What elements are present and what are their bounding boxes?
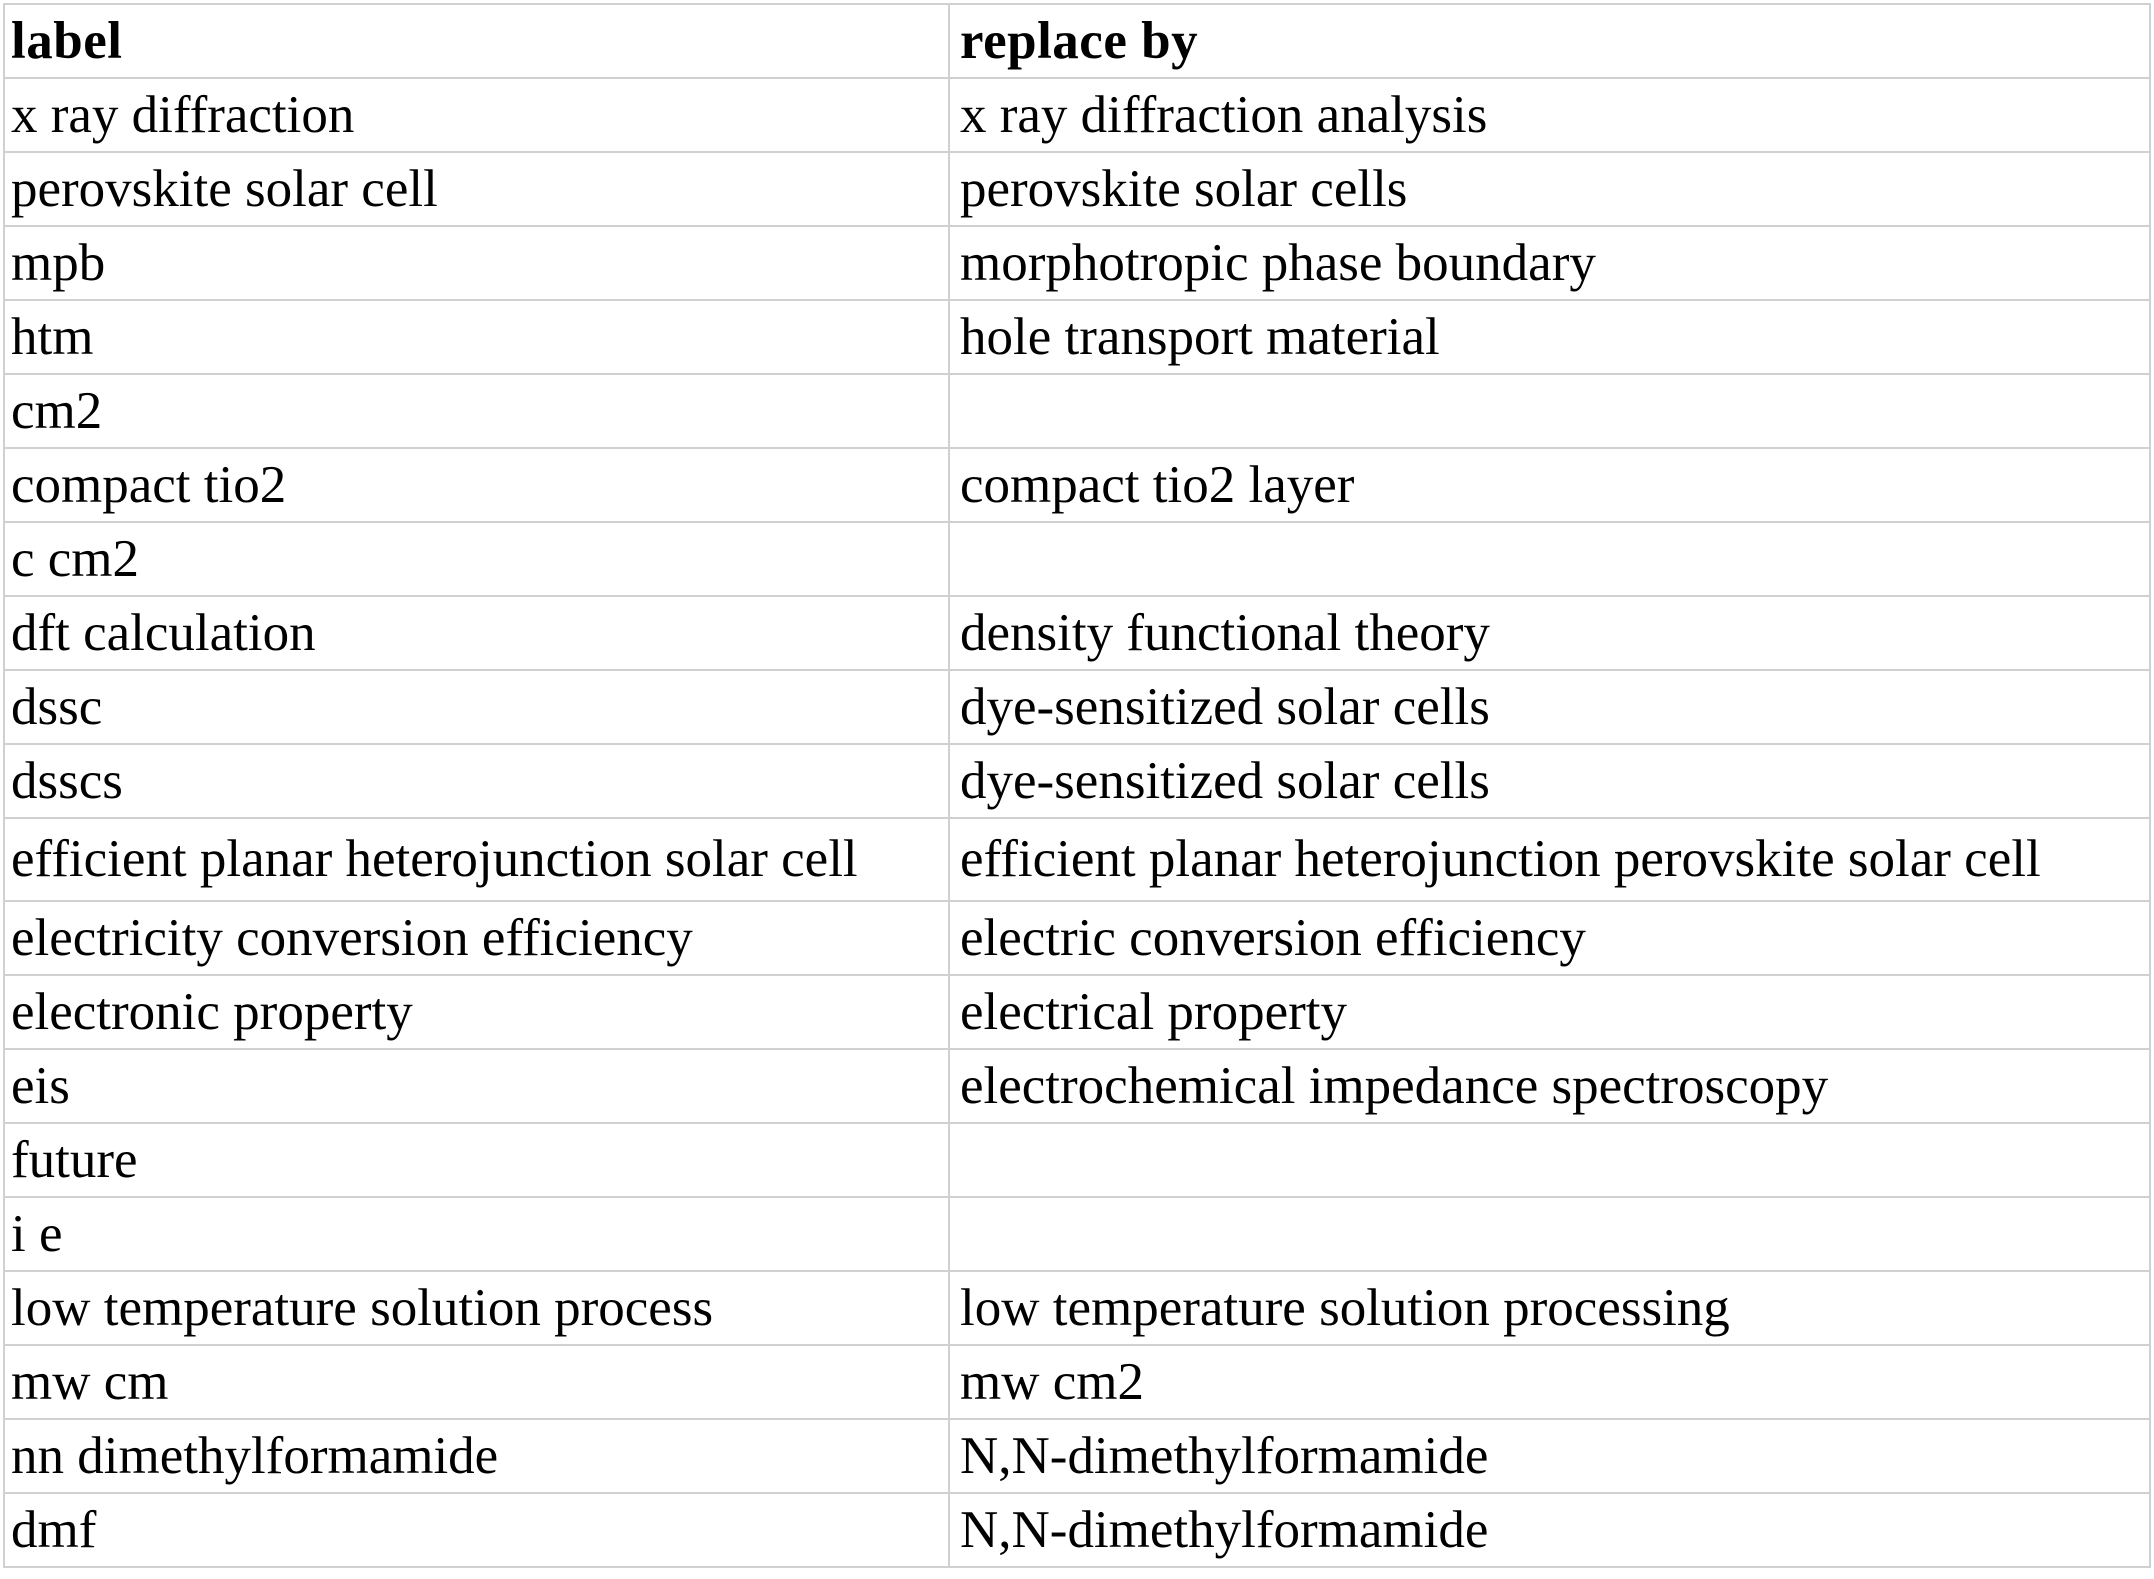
replace-by-cell[interactable]: electrical property xyxy=(948,974,2151,1050)
table-row: efficient planar heterojunction solar ce… xyxy=(3,817,2151,902)
replace-by-cell[interactable] xyxy=(948,373,2151,449)
label-cell[interactable]: cm2 xyxy=(3,373,950,449)
table-row: nn dimethylformamide N,N-dimethylformami… xyxy=(3,1418,2151,1494)
table-row: cm2 xyxy=(3,373,2151,449)
replace-by-cell[interactable]: N,N-dimethylformamide xyxy=(948,1418,2151,1494)
label-cell[interactable]: perovskite solar cell xyxy=(3,151,950,227)
table-body: x ray diffraction x ray diffraction anal… xyxy=(3,77,2151,1568)
label-cell[interactable]: htm xyxy=(3,299,950,375)
table-row: electricity conversion efficiency electr… xyxy=(3,900,2151,976)
label-cell[interactable]: mpb xyxy=(3,225,950,301)
label-cell[interactable]: efficient planar heterojunction solar ce… xyxy=(3,817,950,902)
replace-by-cell[interactable]: compact tio2 layer xyxy=(948,447,2151,523)
replace-by-cell[interactable]: mw cm2 xyxy=(948,1344,2151,1420)
replacement-table: label replace by x ray diffraction x ray… xyxy=(3,3,2151,1568)
table-row: x ray diffraction x ray diffraction anal… xyxy=(3,77,2151,153)
label-cell[interactable]: future xyxy=(3,1122,950,1198)
replace-by-cell[interactable]: electric conversion efficiency xyxy=(948,900,2151,976)
replace-by-cell[interactable]: hole transport material xyxy=(948,299,2151,375)
replace-by-cell[interactable]: dye-sensitized solar cells xyxy=(948,743,2151,819)
replace-by-cell[interactable]: density functional theory xyxy=(948,595,2151,671)
replace-by-cell[interactable]: dye-sensitized solar cells xyxy=(948,669,2151,745)
label-cell[interactable]: dmf xyxy=(3,1492,950,1568)
replace-by-cell[interactable] xyxy=(948,1196,2151,1272)
table-row: dft calculation density functional theor… xyxy=(3,595,2151,671)
label-cell[interactable]: dssc xyxy=(3,669,950,745)
table-row: compact tio2 compact tio2 layer xyxy=(3,447,2151,523)
table-row: c cm2 xyxy=(3,521,2151,597)
header-label[interactable]: label xyxy=(3,3,950,79)
header-replace-by[interactable]: replace by xyxy=(948,3,2151,79)
replace-by-cell[interactable] xyxy=(948,1122,2151,1198)
replace-by-cell[interactable]: electrochemical impedance spectroscopy xyxy=(948,1048,2151,1124)
replace-by-cell[interactable] xyxy=(948,521,2151,597)
table-row: future xyxy=(3,1122,2151,1198)
replace-by-cell[interactable]: efficient planar heterojunction perovski… xyxy=(948,817,2151,902)
table-row: mw cm mw cm2 xyxy=(3,1344,2151,1420)
label-cell[interactable]: x ray diffraction xyxy=(3,77,950,153)
table-row: low temperature solution process low tem… xyxy=(3,1270,2151,1346)
replace-by-cell[interactable]: morphotropic phase boundary xyxy=(948,225,2151,301)
table-row: eis electrochemical impedance spectrosco… xyxy=(3,1048,2151,1124)
label-cell[interactable]: nn dimethylformamide xyxy=(3,1418,950,1494)
label-cell[interactable]: electricity conversion efficiency xyxy=(3,900,950,976)
replace-by-cell[interactable]: perovskite solar cells xyxy=(948,151,2151,227)
label-cell[interactable]: dsscs xyxy=(3,743,950,819)
table-row: electronic property electrical property xyxy=(3,974,2151,1050)
table-row: dssc dye-sensitized solar cells xyxy=(3,669,2151,745)
label-cell[interactable]: electronic property xyxy=(3,974,950,1050)
label-cell[interactable]: eis xyxy=(3,1048,950,1124)
table-row: dmf N,N-dimethylformamide xyxy=(3,1492,2151,1568)
label-cell[interactable]: c cm2 xyxy=(3,521,950,597)
header-row: label replace by xyxy=(3,3,2151,79)
table-row: i e xyxy=(3,1196,2151,1272)
label-cell[interactable]: i e xyxy=(3,1196,950,1272)
label-cell[interactable]: low temperature solution process xyxy=(3,1270,950,1346)
table-row: mpb morphotropic phase boundary xyxy=(3,225,2151,301)
label-cell[interactable]: mw cm xyxy=(3,1344,950,1420)
replace-by-cell[interactable]: N,N-dimethylformamide xyxy=(948,1492,2151,1568)
label-cell[interactable]: compact tio2 xyxy=(3,447,950,523)
replace-by-cell[interactable]: low temperature solution processing xyxy=(948,1270,2151,1346)
table-row: perovskite solar cell perovskite solar c… xyxy=(3,151,2151,227)
label-cell[interactable]: dft calculation xyxy=(3,595,950,671)
table-row: htm hole transport material xyxy=(3,299,2151,375)
replace-by-cell[interactable]: x ray diffraction analysis xyxy=(948,77,2151,153)
table-row: dsscs dye-sensitized solar cells xyxy=(3,743,2151,819)
